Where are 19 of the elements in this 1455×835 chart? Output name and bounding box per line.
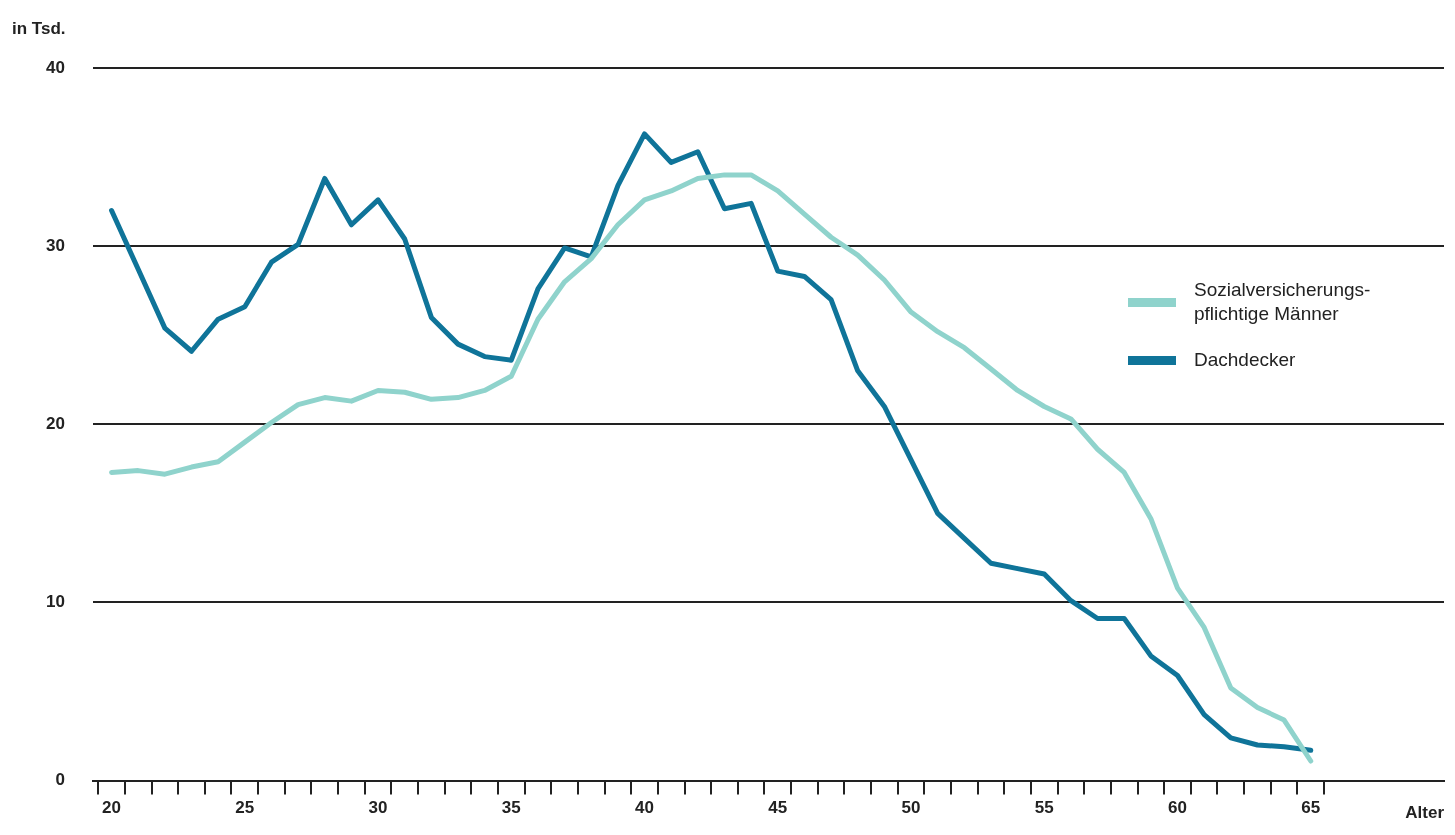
- legend-label: Dachdecker: [1194, 348, 1297, 372]
- x-tick-label: 50: [901, 798, 921, 818]
- y-tick-label: 0: [55, 770, 65, 790]
- y-tick-label: 10: [45, 592, 65, 612]
- x-tick-label: 25: [235, 798, 255, 818]
- x-axis-title: Alter: [1405, 802, 1445, 822]
- x-tick-label: 65: [1301, 798, 1321, 818]
- x-tick-label: 55: [1034, 798, 1054, 818]
- x-tick-label: 60: [1168, 798, 1187, 818]
- x-tick-label: 40: [635, 798, 654, 818]
- y-tick-label: 20: [45, 413, 65, 433]
- y-axis-title: in Tsd.: [12, 19, 66, 39]
- legend-label: Sozialversicherungs-pflichtige Männer: [1194, 278, 1372, 326]
- x-tick-label: 30: [368, 798, 388, 818]
- x-tick-label: 45: [768, 798, 788, 818]
- y-tick-label: 30: [45, 235, 65, 255]
- y-tick-label: 40: [45, 57, 65, 77]
- x-tick-label: 35: [501, 798, 521, 818]
- x-tick-label: 20: [102, 798, 122, 818]
